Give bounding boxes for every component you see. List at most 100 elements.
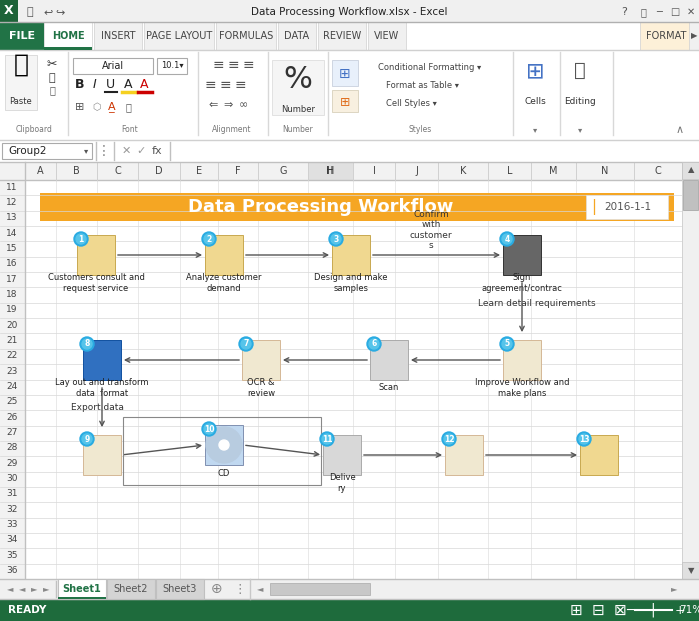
Bar	[44, 22, 92, 50]
Text: ⇒: ⇒	[223, 100, 233, 110]
Text: N: N	[601, 166, 609, 176]
Text: ─: ─	[656, 7, 662, 17]
Text: ≡: ≡	[242, 58, 254, 72]
Text: Scan: Scan	[379, 384, 399, 392]
Text: 24: 24	[6, 382, 17, 391]
Bar	[586, 195, 668, 219]
Text: Conditional Formatting ▾: Conditional Formatting ▾	[378, 63, 482, 71]
Text: 2: 2	[206, 235, 212, 243]
Text: HOME: HOME	[52, 31, 85, 41]
Text: ≡: ≡	[219, 78, 231, 92]
Circle shape	[202, 232, 216, 246]
Text: ▾: ▾	[578, 125, 582, 135]
Text: ✓: ✓	[136, 146, 145, 156]
Circle shape	[502, 339, 512, 349]
Text: ⋮: ⋮	[97, 144, 111, 158]
Bar	[2, 143, 92, 159]
Text: Improve Workflow and
make plans: Improve Workflow and make plans	[475, 378, 569, 397]
Bar	[445, 435, 483, 475]
Bar	[318, 22, 366, 50]
Text: ⊞: ⊞	[526, 62, 545, 82]
Text: 35: 35	[6, 551, 17, 560]
Text: ◄: ◄	[7, 584, 13, 594]
Bar	[580, 435, 618, 475]
Bar	[368, 22, 406, 50]
Text: 31: 31	[6, 489, 17, 499]
Text: READY: READY	[8, 605, 46, 615]
Bar	[682, 562, 699, 579]
Text: VIEW: VIEW	[375, 31, 400, 41]
Bar	[513, 50, 583, 140]
Bar	[272, 60, 324, 115]
Text: Styles: Styles	[408, 125, 431, 135]
Text: 10: 10	[203, 425, 215, 433]
Text: FILE: FILE	[9, 31, 35, 41]
Bar	[328, 50, 513, 140]
Text: ⊞: ⊞	[340, 96, 350, 109]
Text: Cell Styles ▾: Cell Styles ▾	[386, 99, 436, 107]
Text: 8: 8	[85, 340, 89, 348]
Text: 14: 14	[6, 229, 17, 238]
Text: ⬡: ⬡	[93, 102, 101, 112]
Text: ⬜: ⬜	[640, 7, 646, 17]
Circle shape	[202, 422, 216, 436]
Bar	[0, 50, 68, 140]
Text: A: A	[140, 78, 148, 91]
Text: Clipboard: Clipboard	[15, 125, 52, 135]
Text: ▼: ▼	[688, 566, 694, 576]
Bar	[0, 22, 44, 50]
Text: I: I	[93, 78, 97, 91]
Text: ►: ►	[671, 584, 677, 594]
Text: 26: 26	[6, 413, 17, 422]
Text: Editing: Editing	[564, 97, 596, 106]
Text: ✕: ✕	[687, 7, 695, 17]
Text: J: J	[415, 166, 418, 176]
Text: A: A	[124, 78, 132, 91]
Text: Arial: Arial	[102, 61, 124, 71]
Text: Cells: Cells	[524, 97, 546, 106]
Bar	[250, 581, 672, 597]
Text: 2016-1-1: 2016-1-1	[604, 202, 651, 212]
Text: 27: 27	[6, 428, 17, 437]
Text: Data Processing Workflow: Data Processing Workflow	[188, 198, 454, 216]
Bar	[270, 583, 370, 595]
Circle shape	[82, 339, 92, 349]
Text: L: L	[507, 166, 512, 176]
Text: ▾: ▾	[84, 147, 88, 155]
Text: 10.1▾: 10.1▾	[161, 61, 183, 71]
Text: B: B	[73, 166, 80, 176]
Text: ◄: ◄	[19, 584, 25, 594]
Text: %: %	[284, 65, 312, 94]
Text: ∞: ∞	[238, 100, 247, 110]
Text: 34: 34	[6, 535, 17, 545]
Text: ✕: ✕	[122, 146, 131, 156]
Text: CD: CD	[218, 468, 230, 478]
Text: 3: 3	[333, 235, 338, 243]
Bar	[157, 58, 187, 74]
Text: 12: 12	[444, 435, 454, 443]
Bar	[332, 90, 358, 112]
Bar	[5, 55, 37, 110]
Text: Number: Number	[281, 106, 315, 114]
Text: Data Processing Workflow.xlsx - Excel: Data Processing Workflow.xlsx - Excel	[251, 7, 447, 17]
Text: 🖌: 🖌	[125, 102, 131, 112]
Text: 29: 29	[6, 459, 17, 468]
Bar	[0, 599, 699, 621]
Text: Design and make
samples: Design and make samples	[315, 273, 388, 292]
Text: 36: 36	[6, 566, 17, 575]
Text: G: G	[279, 166, 287, 176]
Bar	[44, 47, 92, 50]
Text: □: □	[670, 7, 679, 17]
Circle shape	[444, 434, 454, 444]
Text: 22: 22	[6, 351, 17, 360]
Circle shape	[82, 434, 92, 444]
Bar	[94, 22, 142, 50]
Circle shape	[74, 232, 88, 246]
Circle shape	[369, 339, 379, 349]
Bar	[503, 235, 541, 275]
Bar	[640, 22, 692, 50]
Bar	[58, 579, 106, 599]
Text: FORMAT: FORMAT	[646, 31, 686, 41]
Bar	[68, 50, 198, 140]
Text: Sheet1: Sheet1	[63, 584, 101, 594]
